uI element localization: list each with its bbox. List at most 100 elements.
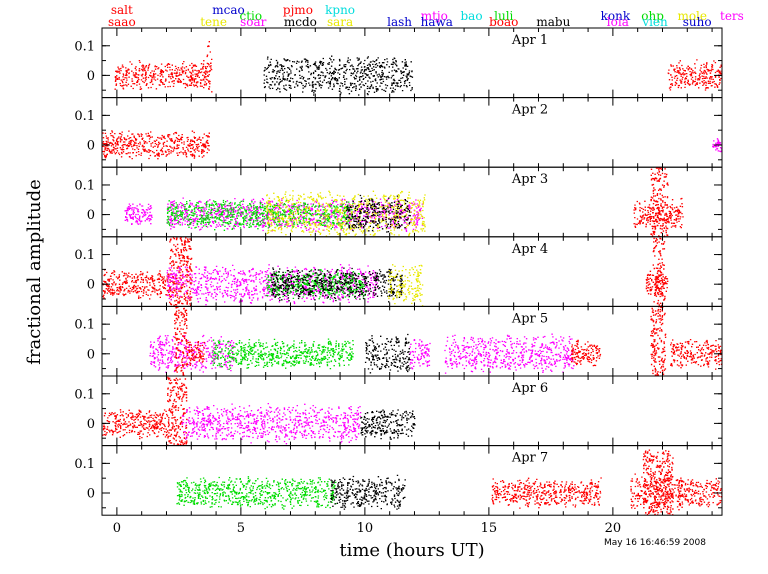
x-axis-label: time (hours UT) [339, 540, 484, 561]
series-green-points [211, 338, 354, 371]
series-yellow-points [387, 264, 424, 307]
x-axis-ticks: 0 5 10 15 20 [113, 521, 621, 536]
series-red-points [670, 338, 722, 370]
site-label-saao: saao [108, 15, 136, 29]
series-magenta-points [124, 203, 153, 226]
series-red-points [667, 59, 722, 91]
site-label-konk: konk [601, 9, 631, 23]
site-label-ters: ters [720, 9, 744, 23]
y-tick-label: 0 [87, 208, 95, 223]
site-label-mabu: mabu [536, 15, 570, 29]
panel-4: 0 0.1 Apr 4 [74, 236, 723, 307]
y-tick-label: 0 [87, 417, 95, 432]
y-tick-label: 0 [87, 69, 95, 84]
series-red-points [206, 41, 213, 93]
site-label-tene: tene [200, 15, 227, 29]
series-red-points [571, 339, 602, 367]
day-label: Apr 3 [511, 172, 548, 187]
series-green-points [176, 476, 337, 510]
series-red-points [102, 130, 210, 160]
y-tick-label: 0.1 [74, 318, 95, 333]
series-red-points [174, 306, 188, 376]
site-label-boao: boao [489, 15, 518, 29]
y-tick-label: 0.1 [74, 39, 95, 54]
panel-3-points [124, 167, 684, 237]
series-red-points [650, 306, 667, 376]
site-label-lash: lash [387, 15, 412, 29]
site-label-mole: mole [677, 9, 707, 23]
timestamp: May 16 16:46:59 2008 [604, 538, 706, 548]
x-tick-label: 0 [113, 521, 121, 536]
panel-frame [101, 305, 723, 377]
site-label-mtjo: mtjo [421, 9, 448, 23]
x-tick-label: 5 [237, 521, 245, 536]
site-label-hawa: hawa [421, 15, 453, 29]
panel-frame [101, 166, 723, 238]
y-tick-label: 0 [87, 347, 95, 362]
y-tick-label: 0 [87, 138, 95, 153]
site-label-soar: soar [240, 15, 267, 29]
y-tick-label: 0.1 [74, 457, 95, 472]
site-label-ctio: ctio [239, 9, 262, 23]
day-label: Apr 6 [511, 381, 548, 396]
day-label: Apr 1 [511, 33, 548, 48]
site-label-salt: salt [111, 3, 133, 17]
site-label-mcdo: mcdo [284, 15, 317, 29]
y-tick-label: 0.1 [74, 387, 95, 402]
x-tick-label: 10 [357, 521, 374, 536]
panel-2-points [102, 130, 722, 160]
panel-1-points [114, 41, 722, 96]
y-tick-label: 0.1 [74, 248, 95, 263]
series-red-points [102, 269, 173, 300]
panel-3: 0 0.1 Apr 3 [74, 166, 723, 238]
panel-6: 0 0.1 Apr 6 [74, 375, 723, 447]
site-label-loia: loia [607, 15, 629, 29]
panel-6-points [102, 376, 416, 446]
x-tick-label: 15 [481, 521, 498, 536]
panel-frame [101, 445, 723, 516]
day-panels: 0 0.1 Apr 1 0 0.1 Apr 2 0 0.1 Apr 3 0 0.1 Apr 4 0 0.1… [74, 27, 723, 516]
day-label: Apr 7 [511, 451, 548, 466]
panel-2: 0 0.1 Apr 2 [74, 97, 723, 168]
y-axis-label: fractional amplitude [24, 179, 45, 365]
y-tick-label: 0 [87, 486, 95, 501]
series-magenta-points [409, 338, 431, 370]
y-tick-label: 0.1 [74, 178, 95, 193]
site-label-pjmo: pjmo [283, 3, 313, 17]
site-label-bao: bao [460, 9, 482, 23]
series-red-points [186, 341, 205, 366]
day-label: Apr 4 [511, 242, 548, 257]
series-red-points [652, 236, 666, 307]
series-magenta-points [444, 333, 575, 374]
series-black-points [364, 333, 411, 374]
y-tick-label: 0.1 [74, 109, 95, 124]
x-tick-label: 20 [605, 521, 622, 536]
series-red-points [114, 59, 213, 90]
series-black-points [360, 409, 416, 440]
series-red-points [677, 478, 722, 508]
series-black-points [263, 55, 414, 96]
series-black-points [270, 267, 403, 303]
panel-4-points [102, 236, 669, 307]
panel-1: 0 0.1 Apr 1 [74, 27, 723, 99]
series-red-points [102, 409, 168, 440]
panel-5: 0 0.1 Apr 5 [74, 305, 723, 377]
panel-7-points [176, 449, 722, 516]
site-label-sara: sara [327, 15, 353, 29]
series-black-points [330, 474, 406, 510]
site-label-ohp: ohp [641, 9, 664, 23]
series-black-points [345, 194, 411, 233]
series-magenta-points [181, 402, 362, 445]
y-tick-label: 0 [87, 278, 95, 293]
series-red-points [645, 270, 669, 298]
series-red-points [650, 167, 669, 237]
series-red-points [642, 449, 674, 516]
series-red-points [166, 376, 188, 446]
day-label: Apr 5 [511, 311, 548, 326]
series-red-points [169, 237, 193, 307]
site-label-vien: vien [641, 15, 668, 29]
series-red-points [633, 197, 684, 230]
site-label-kpno: kpno [325, 3, 355, 17]
day-label: Apr 2 [511, 103, 548, 118]
